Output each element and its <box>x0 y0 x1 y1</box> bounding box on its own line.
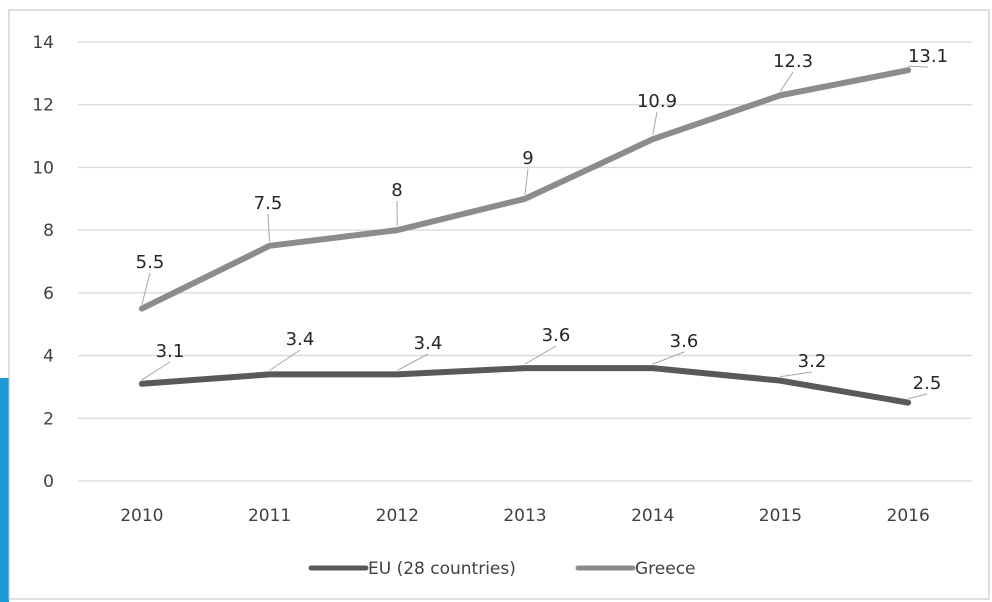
gridlines <box>78 41 972 482</box>
data-point <box>650 136 656 142</box>
legend-label-eu: EU (28 countries) <box>368 559 516 579</box>
x-tick-label: 2015 <box>759 506 802 526</box>
data-point <box>139 306 145 312</box>
data-label: 8 <box>391 180 402 201</box>
x-axis-ticks: 2010 2011 2012 2013 2014 2015 2016 <box>120 506 930 526</box>
data-point <box>394 371 400 377</box>
data-point <box>905 67 911 73</box>
x-tick-label: 2011 <box>248 506 291 526</box>
y-tick-label: 12 <box>32 96 54 116</box>
y-tick-label: 10 <box>32 158 54 178</box>
data-point <box>522 196 528 202</box>
y-tick-label: 4 <box>43 347 54 367</box>
label-leader-line <box>524 345 557 365</box>
x-tick-label: 2016 <box>887 506 930 526</box>
data-label: 3.4 <box>414 333 443 354</box>
label-leader-line <box>780 71 794 92</box>
y-tick-label: 0 <box>43 472 54 492</box>
data-point <box>139 381 145 387</box>
data-label: 12.3 <box>773 51 813 72</box>
y-tick-label: 8 <box>43 221 54 241</box>
data-label: 7.5 <box>254 193 283 214</box>
label-leader-line <box>141 361 171 381</box>
y-axis-ticks: 0 2 4 6 8 10 12 14 <box>32 33 54 492</box>
x-tick-label: 2013 <box>503 506 546 526</box>
data-label: 3.4 <box>286 329 315 350</box>
series-line-greece <box>138 67 912 312</box>
blue-accent-strip <box>0 378 9 602</box>
data-label: 10.9 <box>637 91 677 112</box>
data-label: 9 <box>522 148 533 169</box>
data-label: 2.5 <box>913 373 942 394</box>
label-leader-line <box>269 349 301 371</box>
legend: EU (28 countries) Greece <box>308 559 696 579</box>
label-leader-line <box>141 272 151 305</box>
data-label: 13.1 <box>908 46 948 67</box>
label-leader-line <box>652 111 658 136</box>
data-point <box>777 378 783 384</box>
y-tick-label: 6 <box>43 284 54 304</box>
x-tick-label: 2010 <box>120 506 163 526</box>
label-leader-line <box>652 351 685 365</box>
data-label: 3.6 <box>670 331 699 352</box>
data-label: 3.6 <box>542 325 571 346</box>
label-leader-line <box>908 393 928 400</box>
y-tick-label: 14 <box>32 33 54 53</box>
label-leader-line <box>397 353 429 371</box>
data-label: 3.2 <box>798 351 827 372</box>
label-leader-line <box>267 213 271 242</box>
data-labels: 3.1 3.4 3.4 3.6 3.6 3.2 2.5 5.5 7.5 8 9 10.9 12.3 13.… <box>136 46 948 400</box>
label-leader-line <box>524 168 529 195</box>
data-label: 5.5 <box>136 252 165 273</box>
data-label: 3.1 <box>156 341 185 362</box>
x-tick-label: 2014 <box>631 506 674 526</box>
series-line-eu <box>138 365 912 406</box>
data-point <box>905 400 911 406</box>
label-leader-line <box>908 65 929 68</box>
chart-border <box>8 9 990 600</box>
label-leader-line <box>780 371 813 378</box>
data-point <box>650 365 656 371</box>
data-point <box>522 365 528 371</box>
data-point <box>267 371 273 377</box>
data-point <box>267 243 273 249</box>
y-tick-label: 2 <box>43 409 54 429</box>
legend-label-greece: Greece <box>635 559 696 579</box>
series-group <box>138 67 912 406</box>
data-point <box>394 227 400 233</box>
data-point <box>777 92 783 98</box>
x-tick-label: 2012 <box>376 506 419 526</box>
